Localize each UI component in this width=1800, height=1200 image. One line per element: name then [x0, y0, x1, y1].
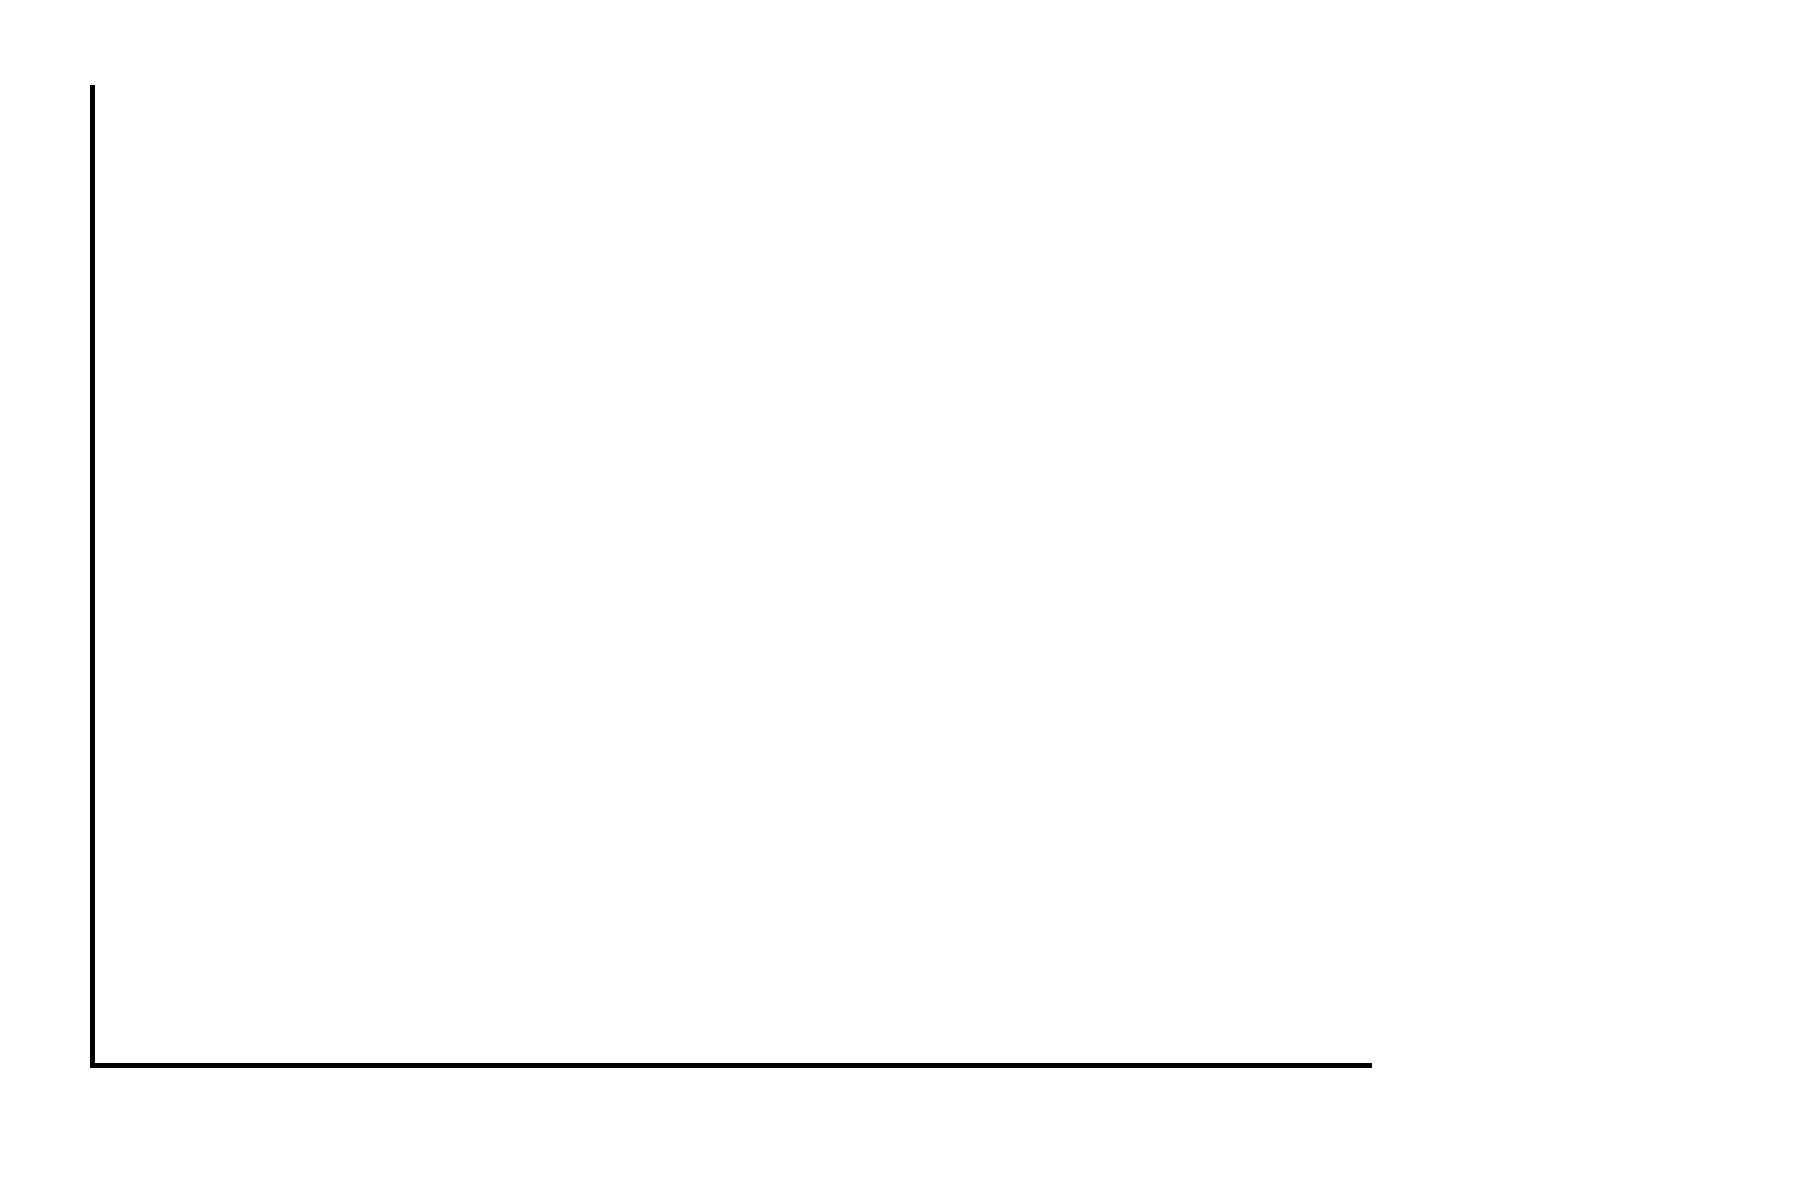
- x-axis-line: [90, 1063, 1372, 1068]
- y-axis-line: [90, 85, 95, 1068]
